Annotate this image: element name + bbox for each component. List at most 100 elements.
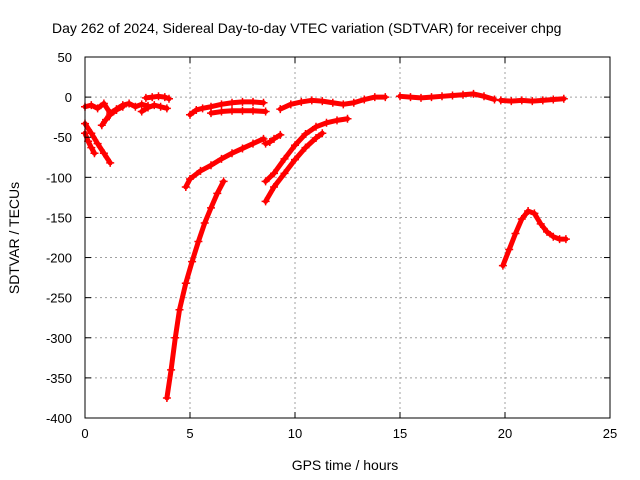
data-point [192, 105, 201, 114]
data-point [87, 101, 96, 110]
data-point [307, 96, 316, 105]
data-point [207, 203, 215, 212]
data-point [270, 169, 278, 178]
data-point [87, 129, 96, 138]
data-point [160, 93, 169, 102]
data-point [524, 207, 533, 216]
axis-ticks: 0 5 10 15 20 25 50 0 -50 -100 -150 -200 -250 -300 -350… [46, 50, 617, 441]
y-tick-label: -150 [46, 210, 72, 225]
series-arc-13 [261, 130, 285, 148]
series-arc-4 [97, 102, 127, 130]
data-point [148, 93, 157, 102]
data-point [349, 98, 358, 107]
data-point [228, 106, 236, 115]
data-point [496, 96, 505, 105]
data-point [511, 229, 520, 238]
data-point [370, 93, 379, 102]
data-point [99, 99, 108, 108]
data-point [198, 104, 207, 113]
x-tick-label: 5 [186, 426, 193, 441]
data-point [498, 261, 507, 270]
data-point [249, 106, 257, 115]
data-point [106, 158, 115, 167]
data-point [167, 365, 176, 374]
series-arc-16 [496, 94, 568, 106]
data-point [217, 107, 226, 116]
data-point [162, 393, 171, 402]
series-arc-12 [261, 129, 327, 206]
series-arc-9 [162, 177, 228, 402]
data-point [238, 144, 247, 153]
data-point [259, 134, 268, 143]
data-point [261, 107, 270, 116]
x-axis-title: GPS time / hours [292, 457, 399, 473]
data-point [459, 90, 467, 99]
data-point [99, 149, 108, 158]
data-point [286, 100, 295, 109]
data-point [217, 100, 226, 109]
data-point [261, 197, 270, 206]
series-arc-7 [186, 97, 268, 119]
data-point [276, 130, 285, 139]
x-tick-label: 15 [393, 426, 407, 441]
data-point [118, 102, 127, 111]
chart-title: Day 262 of 2024, Sidereal Day-to-day VTE… [52, 20, 561, 36]
data-point [517, 215, 526, 224]
y-tick-label: -100 [46, 170, 72, 185]
data-point [528, 97, 537, 106]
data-point [301, 130, 310, 139]
data-point [87, 143, 96, 152]
data-point [343, 114, 352, 123]
x-tick-label: 25 [603, 426, 617, 441]
data-point [228, 149, 236, 158]
data-point [106, 110, 115, 119]
series-trace [397, 91, 497, 103]
data-point [162, 104, 171, 113]
data-point [427, 93, 436, 102]
data-point [490, 95, 499, 104]
data-point [417, 93, 425, 102]
data-point [318, 97, 327, 106]
data-point [538, 96, 547, 105]
y-tick-label: -250 [46, 291, 72, 306]
series-arc-10 [181, 134, 268, 191]
data-point [219, 177, 228, 186]
series-arc-5 [137, 101, 171, 116]
data-point [194, 237, 203, 246]
y-tick-label: -350 [46, 371, 72, 386]
data-point [154, 92, 163, 101]
data-point [249, 97, 257, 106]
data-point [112, 105, 121, 114]
data-point [259, 98, 268, 107]
data-point [102, 115, 110, 124]
series-arc-8 [207, 106, 270, 118]
data-point [150, 101, 159, 110]
data-point [93, 139, 102, 148]
data-point [543, 227, 551, 236]
data-point [448, 91, 457, 100]
data-point [339, 100, 348, 109]
y-tick-label: 0 [65, 90, 72, 105]
y-axis-title: SDTVAR / TECUs [6, 182, 22, 294]
y-tick-label: -50 [53, 130, 72, 145]
y-tick-label: -300 [46, 331, 72, 346]
data-point [207, 109, 215, 118]
series-arc-6 [141, 92, 173, 103]
data-series [81, 89, 570, 402]
y-tick-label: -400 [46, 411, 72, 426]
data-point [360, 95, 369, 104]
data-point [549, 95, 558, 104]
data-point [217, 154, 226, 163]
data-point [175, 305, 184, 314]
data-point [196, 166, 205, 175]
data-point [328, 98, 337, 107]
data-point [137, 100, 146, 109]
data-point [276, 105, 285, 114]
data-point [265, 138, 274, 147]
data-point [131, 102, 140, 111]
data-point [144, 103, 152, 112]
data-point [396, 92, 404, 101]
data-point [186, 174, 194, 183]
